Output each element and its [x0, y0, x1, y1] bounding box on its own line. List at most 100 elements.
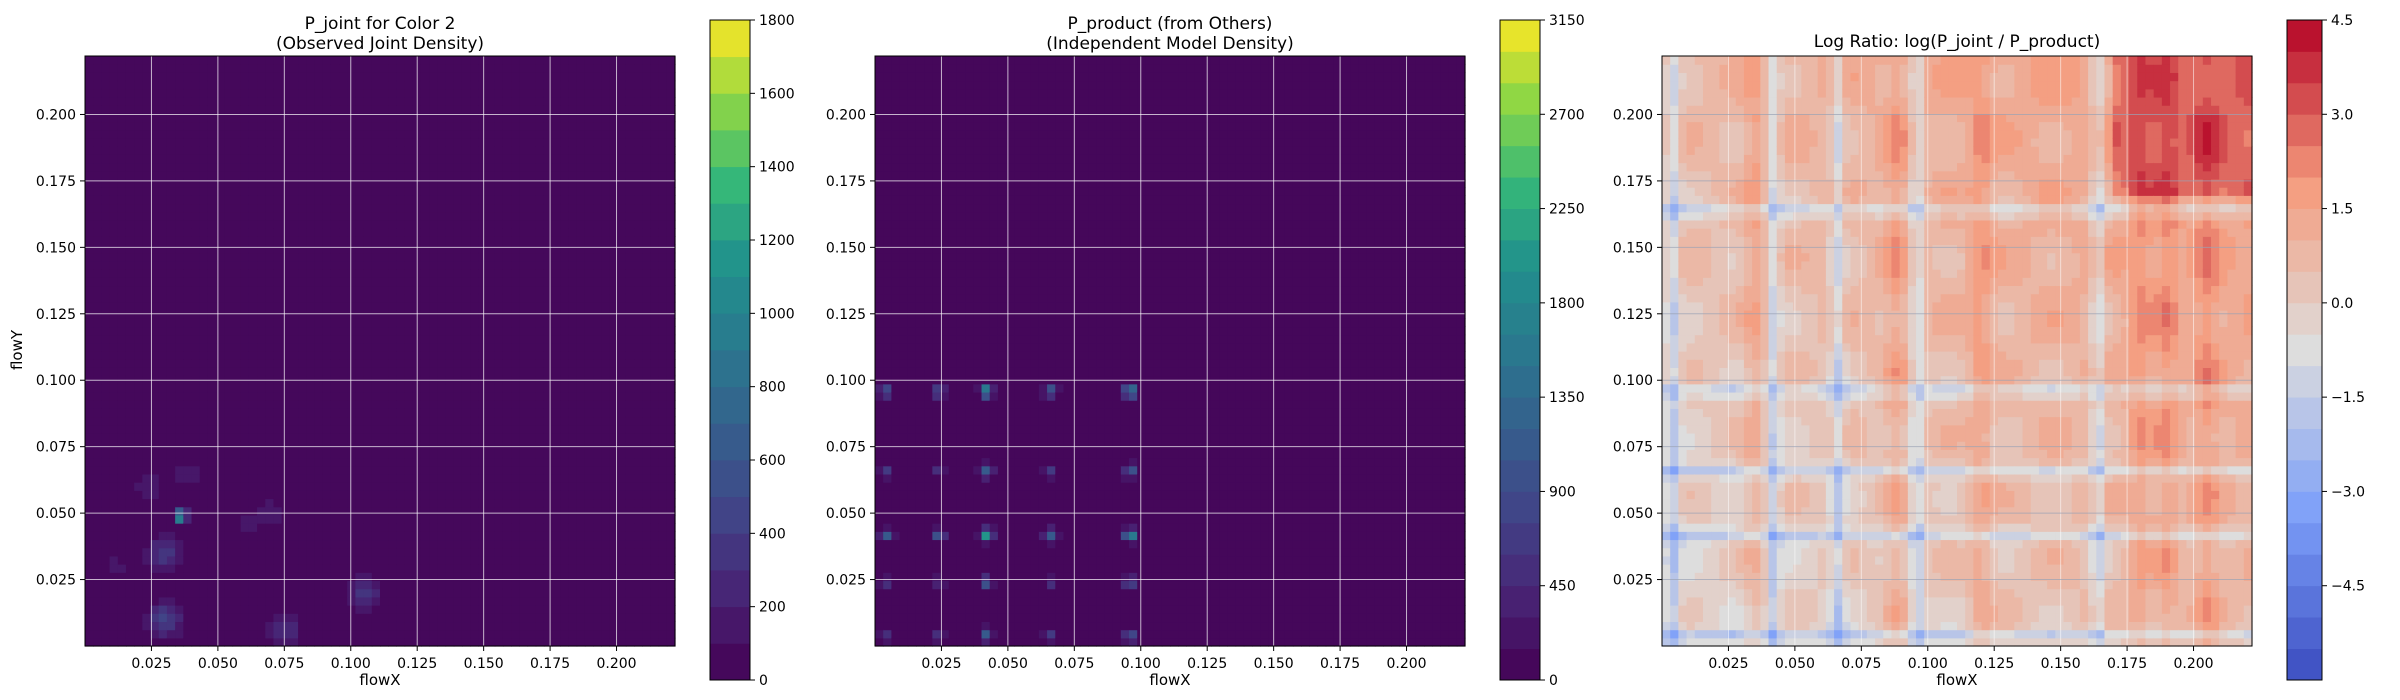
heatmap-cell	[486, 539, 496, 549]
heatmap-cell	[85, 613, 94, 623]
heatmap-cell	[642, 555, 652, 565]
heatmap-cell	[330, 64, 340, 73]
heatmap-cell	[355, 293, 365, 303]
heatmap-cell	[404, 277, 414, 287]
heatmap-cell	[240, 367, 250, 377]
heatmap-cell	[404, 252, 414, 262]
heatmap-cell	[560, 498, 570, 508]
heatmap-cell	[625, 64, 635, 73]
heatmap-cell	[494, 441, 504, 450]
heatmap-cell	[380, 178, 389, 188]
heatmap-cell	[568, 473, 578, 483]
heatmap-cell	[437, 236, 447, 246]
heatmap-cell	[117, 564, 127, 573]
heatmap-cell	[257, 531, 266, 541]
heatmap-cell	[322, 219, 332, 229]
heatmap-cell	[494, 113, 504, 123]
heatmap-cell	[388, 367, 397, 377]
heatmap-cell	[207, 588, 217, 598]
heatmap-cell	[117, 162, 127, 172]
heatmap-cell	[232, 80, 242, 90]
heatmap-cell	[322, 187, 332, 196]
heatmap-cell	[109, 195, 119, 205]
heatmap-cell	[150, 129, 160, 139]
heatmap-cell	[519, 391, 529, 401]
heatmap-cell	[453, 441, 463, 450]
heatmap-cell	[150, 539, 160, 549]
heatmap-cell	[257, 203, 266, 213]
heatmap-cell	[388, 334, 397, 344]
heatmap-cell	[560, 400, 570, 409]
heatmap-cell	[207, 457, 217, 467]
heatmap-cell	[404, 498, 414, 508]
heatmap-cell	[470, 236, 479, 246]
heatmap-cell	[453, 367, 463, 377]
heatmap-cell	[494, 301, 504, 311]
heatmap-cell	[257, 408, 266, 418]
heatmap-cell	[429, 473, 438, 483]
heatmap-cell	[552, 514, 561, 524]
heatmap-cell	[199, 219, 209, 229]
heatmap-cell	[216, 506, 225, 516]
heatmap-cell	[478, 482, 488, 491]
heatmap-cell	[330, 244, 340, 254]
heatmap-cell	[568, 572, 578, 582]
heatmap-cell	[437, 342, 447, 352]
heatmap-cell	[568, 465, 578, 475]
heatmap-cell	[519, 539, 529, 549]
heatmap-cell	[322, 154, 332, 164]
heatmap-cell	[617, 252, 627, 262]
heatmap-cell	[511, 318, 520, 328]
heatmap-cell	[388, 408, 397, 418]
heatmap-cell	[224, 56, 234, 65]
heatmap-cell	[519, 121, 529, 131]
heatmap-cell	[117, 441, 127, 450]
heatmap-cell	[404, 391, 414, 401]
heatmap-cell	[511, 326, 520, 336]
heatmap-cell	[265, 457, 275, 467]
heatmap-cell	[568, 408, 578, 418]
heatmap-cell	[461, 465, 471, 475]
heatmap-cell	[257, 195, 266, 205]
heatmap-cell	[314, 613, 324, 623]
heatmap-cell	[232, 96, 242, 106]
heatmap-cell	[568, 187, 578, 196]
heatmap-cell	[314, 555, 324, 565]
heatmap-cell	[543, 555, 553, 565]
heatmap-cell	[232, 523, 242, 532]
heatmap-cell	[224, 342, 234, 352]
heatmap-cell	[101, 400, 111, 409]
heatmap-cell	[429, 146, 438, 155]
heatmap-cell	[101, 449, 111, 459]
heatmap-cell	[634, 162, 643, 172]
heatmap-cell	[175, 326, 184, 336]
heatmap-cell	[593, 408, 602, 418]
heatmap-cell	[347, 105, 357, 114]
heatmap-cell	[183, 64, 193, 73]
heatmap-cell	[494, 506, 504, 516]
heatmap-cell	[265, 236, 275, 246]
heatmap-cell	[420, 383, 430, 393]
heatmap-cell	[240, 154, 250, 164]
heatmap-cell	[117, 293, 127, 303]
heatmap-cell	[634, 408, 643, 418]
heatmap-cell	[584, 326, 594, 336]
heatmap-cell	[363, 547, 373, 557]
heatmap-cell	[150, 105, 160, 114]
heatmap-cell	[601, 564, 611, 573]
heatmap-cell	[560, 367, 570, 377]
heatmap-cell	[502, 334, 512, 344]
heatmap-cell	[248, 449, 258, 459]
heatmap-cell	[298, 80, 307, 90]
heatmap-cell	[502, 129, 512, 139]
heatmap-cell	[101, 105, 111, 114]
heatmap-cell	[339, 293, 348, 303]
heatmap-cell	[470, 137, 479, 147]
heatmap-cell	[584, 424, 594, 434]
heatmap-cell	[199, 80, 209, 90]
heatmap-cell	[191, 441, 201, 450]
heatmap-cell	[552, 146, 561, 155]
heatmap-cell	[125, 277, 135, 287]
heatmap-cell	[470, 539, 479, 549]
heatmap-cell	[634, 555, 643, 565]
